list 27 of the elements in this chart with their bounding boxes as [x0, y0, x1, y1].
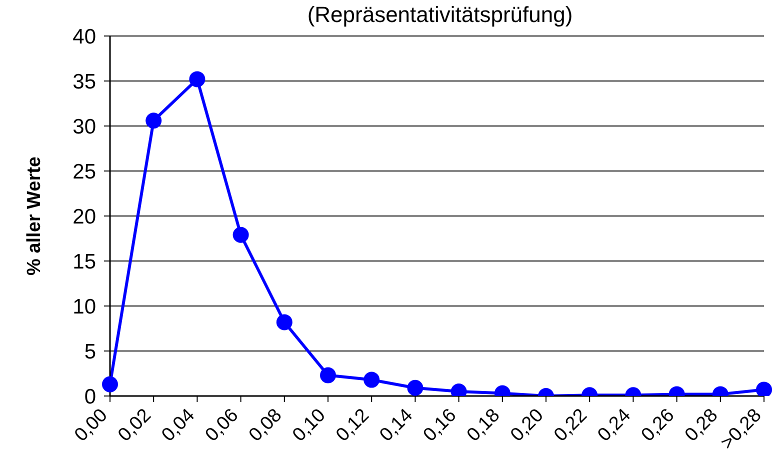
- x-tick-label: 0,28: [680, 404, 722, 446]
- x-tick-label: 0,12: [332, 404, 374, 446]
- y-tick-label: 20: [72, 205, 96, 228]
- chart-title: (Repräsentativitätsprüfung): [307, 2, 573, 28]
- x-tick-label: 0,22: [550, 404, 592, 446]
- x-tick-label: 0,02: [114, 404, 156, 446]
- x-tick-label: 0,08: [244, 404, 286, 446]
- point: [189, 71, 206, 88]
- y-tick-label: 35: [72, 70, 96, 94]
- y-tick-label: 25: [72, 160, 96, 184]
- y-tick-label: 15: [72, 250, 96, 274]
- x-tick-label: 0,26: [637, 404, 678, 446]
- x-tick-label: 0,18: [462, 404, 504, 446]
- x-tick-label: 0,20: [506, 404, 548, 446]
- y-tick-label: 5: [84, 340, 96, 364]
- x-tick-label: 0,10: [288, 404, 330, 446]
- y-tick-label: 10: [72, 295, 96, 318]
- point: [232, 226, 249, 243]
- y-tick-label: 40: [72, 25, 96, 48]
- x-tick-label: 0,06: [201, 404, 242, 446]
- x-tick-label: 0,24: [594, 404, 635, 446]
- x-tick-label: 0,14: [376, 404, 417, 446]
- x-tick-label: 0,16: [419, 404, 460, 446]
- x-tick-label: 0,04: [158, 404, 199, 446]
- y-axis-title: % aller Werte: [24, 156, 44, 276]
- point: [146, 112, 162, 129]
- y-tick-label: 30: [72, 115, 96, 138]
